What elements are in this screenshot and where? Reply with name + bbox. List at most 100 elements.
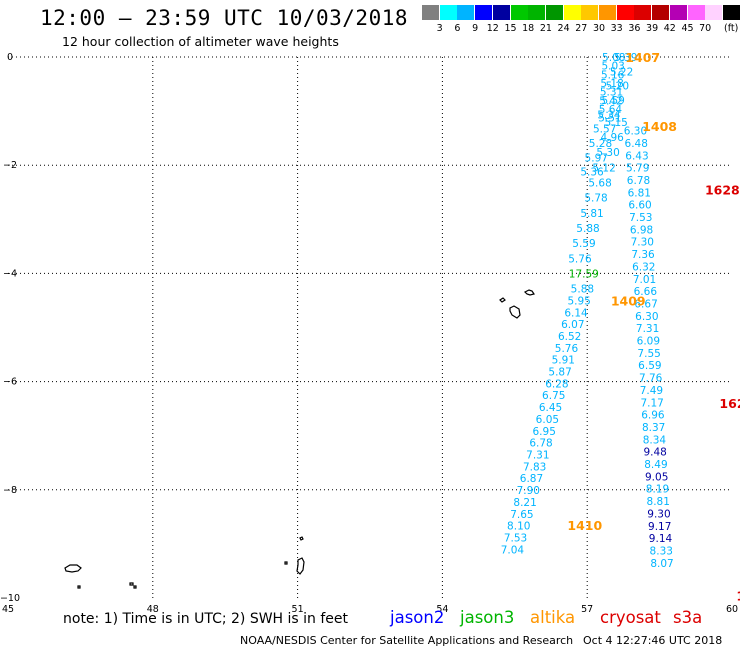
legend-label: 24 [557, 23, 570, 34]
wave-height-value: 6.48 [625, 138, 648, 150]
x-tick-label: 45 [2, 604, 14, 615]
wave-height-value: 5.12 [592, 162, 615, 174]
legend-label: 27 [575, 23, 588, 34]
pass-pass-f: 6.306.486.435.796.786.816.607.536.987.30… [624, 126, 674, 570]
wave-height-value: 5.51 [598, 113, 621, 125]
wave-height-value: 5.78 [584, 193, 607, 205]
wave-height-value: 8.33 [650, 545, 673, 557]
wave-height-value: 6.95 [533, 426, 556, 438]
wave-height-value: 5.87 [548, 367, 571, 379]
pass-time-label: 1409 [611, 293, 646, 308]
x-tick-label: 60 [726, 604, 738, 615]
pass-time-label: 1626 [736, 588, 740, 603]
wave-height-value: 5.81 [580, 208, 603, 220]
wave-height-value: 5.79 [626, 163, 649, 175]
wave-height-value: 6.87 [520, 473, 543, 485]
wave-height-value: 5.18 [600, 78, 623, 90]
wave-height-value: 7.36 [631, 249, 655, 261]
legend-swatch [510, 5, 528, 20]
wave-height-value: 5.39 [614, 52, 637, 64]
x-tick-label: 57 [581, 604, 593, 615]
wave-height-value: 6.30 [635, 311, 658, 323]
land-outlines [64, 289, 535, 589]
wave-height-value: 6.30 [624, 126, 647, 138]
pass-time-label: 1408 [642, 119, 677, 134]
wave-height-value: 9.30 [647, 508, 670, 520]
legend-label: 45 [681, 23, 694, 34]
axis-ticks: 45 48 51 54 57 60 0 −2 −4 −6 −8 −10 [0, 52, 738, 615]
y-tick-label: −10 [0, 593, 20, 604]
wave-height-value: 5.68 [588, 178, 611, 190]
legend-label: 36 [628, 23, 641, 34]
legend-label: 9 [472, 23, 479, 34]
wave-height-value: 17.59 [569, 268, 599, 280]
wave-height-value: 7.55 [637, 348, 660, 360]
wave-height-value: 6.78 [627, 175, 650, 187]
credit-line: NOAA/NESDIS Center for Satellite Applica… [240, 634, 574, 647]
legend-label: 12 [486, 23, 499, 34]
wave-height-value: 8.34 [643, 434, 667, 446]
wave-height-value: 5.36 [580, 167, 604, 179]
grid-lines [8, 56, 732, 598]
satellite-jason2: jason2 [390, 608, 445, 627]
map-subtitle: 12 hour collection of altimeter wave hei… [62, 34, 339, 49]
wave-height-value: 5.91 [552, 355, 575, 367]
legend-swatch [705, 5, 723, 20]
pass-time-label: 1410 [567, 518, 602, 533]
legend-swatch [599, 5, 616, 20]
wave-height-value: 8.07 [650, 558, 673, 570]
footnote: note: 1) Time is in UTC; 2) SWH is in fe… [63, 611, 349, 627]
wave-height-value: 9.14 [649, 533, 673, 545]
wave-height-value: 6.14 [564, 307, 588, 319]
wave-height-value: 8.19 [646, 484, 669, 496]
wave-height-value: 5.88 [571, 284, 594, 296]
x-tick-label: 48 [147, 604, 159, 615]
legend-swatch [652, 5, 670, 20]
wave-height-value: 5.34 [597, 109, 621, 121]
wave-height-value: 7.65 [510, 509, 533, 521]
wave-height-value: 5.42 [599, 95, 622, 107]
wave-height-value: 6.05 [536, 414, 559, 426]
y-tick-label: −6 [3, 377, 17, 388]
wave-height-value: 5.95 [567, 295, 590, 307]
wave-height-value: 6.81 [628, 187, 651, 199]
satellite-s3a: s3a [673, 608, 703, 627]
y-tick-label: 0 [7, 52, 13, 63]
wave-height-value: 6.09 [637, 336, 660, 348]
legend-swatch [528, 5, 546, 20]
wave-height-value: 6.43 [625, 150, 648, 162]
legend-swatch [669, 5, 687, 20]
wave-height-value: 6.52 [558, 331, 581, 343]
pass-pass-d: 17.59 [569, 268, 599, 280]
color-legend: 3 6 9 12 15 18 21 24 27 30 33 36 39 42 45 70 (ft) [422, 5, 740, 35]
wave-height-value: 9.48 [643, 447, 666, 459]
wave-height-value: 5.88 [576, 223, 599, 235]
pass-time-label: 1628 [705, 183, 740, 198]
wave-height-value: 7.31 [636, 323, 659, 335]
wave-height-value: 5.28 [589, 138, 612, 150]
wave-height-value: 6.67 [634, 298, 657, 310]
legend-swatch [457, 5, 475, 20]
wave-height-value: 5.16 [601, 69, 625, 81]
wave-height-value: 5.08 [602, 52, 625, 64]
y-tick-label: −2 [3, 160, 17, 171]
island-outline [499, 289, 535, 319]
wave-height-value: 7.90 [517, 485, 540, 497]
pass-pass-c: 5.15 4.96 5.30 5.12 5.68 5.78 5.81 5.88 5.59 5.76 [568, 117, 628, 265]
legend-label: 3 [436, 23, 443, 34]
wave-height-value: 5.03 [601, 61, 624, 73]
wave-height-value: 7.17 [640, 397, 663, 409]
wave-height-value: 6.45 [539, 402, 562, 414]
pass-pass-e: 5.885.956.146.076.525.765.915.876.286.75… [501, 284, 594, 557]
wave-height-value: 5.76 [555, 343, 579, 355]
wave-height-value: 5.22 [610, 66, 633, 78]
map-title: 12:00 – 23:59 UTC 10/03/2018 [40, 6, 409, 30]
wave-height-value: 9.05 [645, 471, 668, 483]
altimeter-passes: 5.085.035.165.185.315.425.645.515.395.22… [501, 52, 674, 570]
wave-height-value: 5.64 [599, 104, 623, 116]
wave-height-value: 5.30 [596, 147, 619, 159]
legend-unit: (ft) [724, 23, 739, 34]
legend-swatch [634, 5, 652, 20]
legend-swatch [545, 5, 563, 20]
